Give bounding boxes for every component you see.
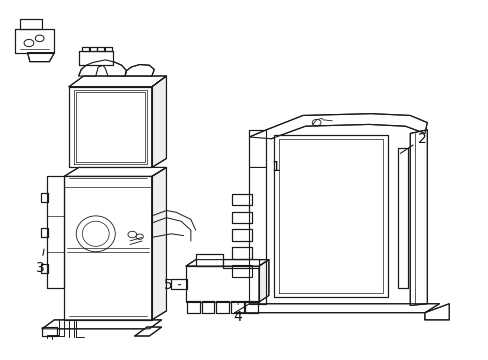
Polygon shape [171, 279, 187, 289]
Polygon shape [245, 301, 258, 313]
Polygon shape [234, 304, 439, 313]
Polygon shape [64, 167, 166, 176]
Polygon shape [15, 30, 54, 53]
Polygon shape [135, 327, 161, 336]
Polygon shape [222, 259, 259, 268]
Polygon shape [152, 76, 166, 167]
Polygon shape [249, 114, 427, 139]
Polygon shape [41, 264, 48, 273]
Text: 2: 2 [400, 132, 426, 153]
Polygon shape [195, 253, 222, 266]
Polygon shape [230, 301, 243, 313]
Polygon shape [259, 260, 268, 302]
Polygon shape [201, 301, 214, 313]
Polygon shape [64, 176, 152, 320]
Polygon shape [82, 46, 90, 51]
Polygon shape [69, 76, 166, 87]
Polygon shape [152, 167, 166, 320]
Text: 5: 5 [163, 278, 181, 292]
Polygon shape [42, 327, 57, 336]
Polygon shape [216, 301, 228, 313]
Text: 3: 3 [36, 249, 45, 275]
Polygon shape [41, 228, 48, 237]
Polygon shape [232, 194, 251, 205]
Polygon shape [79, 60, 126, 76]
Polygon shape [232, 229, 251, 241]
Polygon shape [424, 304, 448, 320]
Polygon shape [232, 212, 251, 223]
Polygon shape [409, 130, 427, 306]
Polygon shape [125, 64, 154, 76]
Polygon shape [185, 260, 268, 266]
Text: 1: 1 [249, 161, 280, 175]
Polygon shape [97, 46, 104, 51]
Polygon shape [69, 87, 152, 167]
Text: 4: 4 [233, 304, 242, 324]
Polygon shape [41, 193, 48, 202]
Polygon shape [104, 46, 112, 51]
Polygon shape [249, 130, 266, 304]
Polygon shape [42, 320, 161, 329]
Polygon shape [185, 266, 259, 302]
Polygon shape [397, 148, 407, 288]
Polygon shape [79, 51, 113, 65]
Polygon shape [232, 265, 251, 277]
Polygon shape [273, 135, 387, 297]
Polygon shape [232, 247, 251, 259]
Polygon shape [20, 19, 42, 30]
Polygon shape [89, 46, 97, 51]
Polygon shape [186, 301, 199, 313]
Polygon shape [27, 53, 54, 62]
Polygon shape [47, 176, 64, 288]
